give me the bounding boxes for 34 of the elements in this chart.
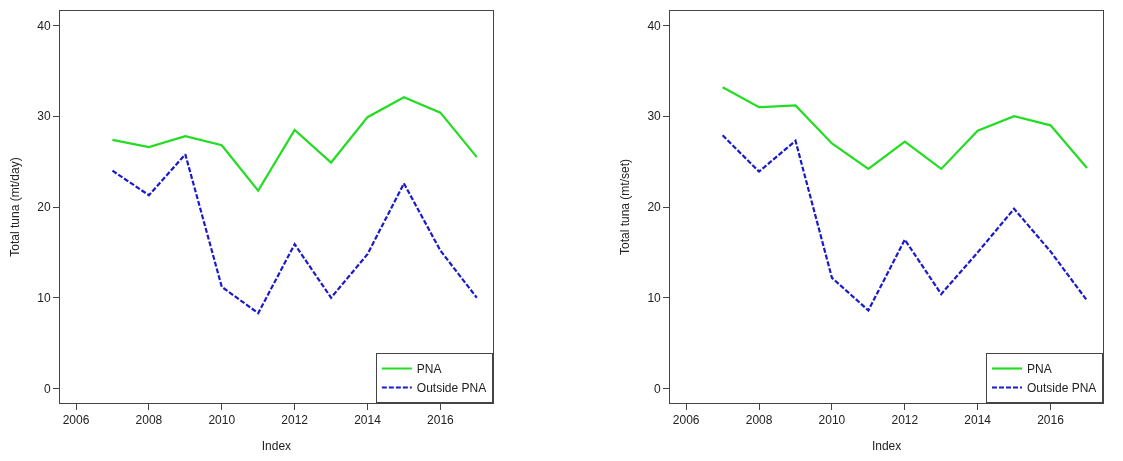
y-tick-label: 40 bbox=[647, 18, 662, 33]
legend-label: PNA bbox=[1027, 362, 1052, 377]
y-axis-title: Total tuna (mt/day) bbox=[7, 157, 22, 257]
y-tick-label: 0 bbox=[654, 381, 662, 396]
x-tick-label: 2006 bbox=[62, 413, 90, 428]
x-tick-label: 2012 bbox=[891, 413, 919, 428]
x-tick-label: 2014 bbox=[964, 413, 992, 428]
y-tick-label: 30 bbox=[647, 109, 662, 124]
legend-label: Outside PNA bbox=[416, 381, 487, 396]
y-tick-label: 10 bbox=[37, 290, 51, 305]
x-tick-label: 2016 bbox=[427, 413, 455, 428]
legend-label: Outside PNA bbox=[1027, 381, 1097, 396]
y-tick-label: 20 bbox=[37, 200, 51, 215]
x-tick-label: 2008 bbox=[135, 413, 163, 428]
x-tick-label: 2006 bbox=[672, 413, 700, 428]
y-tick-label: 0 bbox=[43, 381, 51, 396]
x-axis-title: Index bbox=[871, 439, 902, 454]
y-tick-label: 20 bbox=[647, 200, 662, 215]
legend-label: PNA bbox=[416, 362, 442, 377]
y-tick-label: 30 bbox=[37, 109, 51, 124]
y-axis-title: Total tuna (mt/set) bbox=[617, 158, 632, 256]
line-series bbox=[721, 134, 1089, 312]
x-tick-label: 2010 bbox=[208, 413, 236, 428]
y-tick-label: 40 bbox=[37, 18, 51, 33]
line-series bbox=[721, 86, 1089, 170]
line-series bbox=[111, 96, 478, 192]
y-tick-label: 10 bbox=[647, 290, 662, 305]
x-tick-label: 2012 bbox=[281, 413, 309, 428]
x-tick-label: 2010 bbox=[818, 413, 846, 428]
x-tick-label: 2014 bbox=[354, 413, 382, 428]
x-tick-label: 2008 bbox=[745, 413, 773, 428]
x-tick-label: 2016 bbox=[1037, 413, 1065, 428]
x-axis-title: Index bbox=[261, 439, 292, 454]
line-series bbox=[111, 153, 478, 315]
